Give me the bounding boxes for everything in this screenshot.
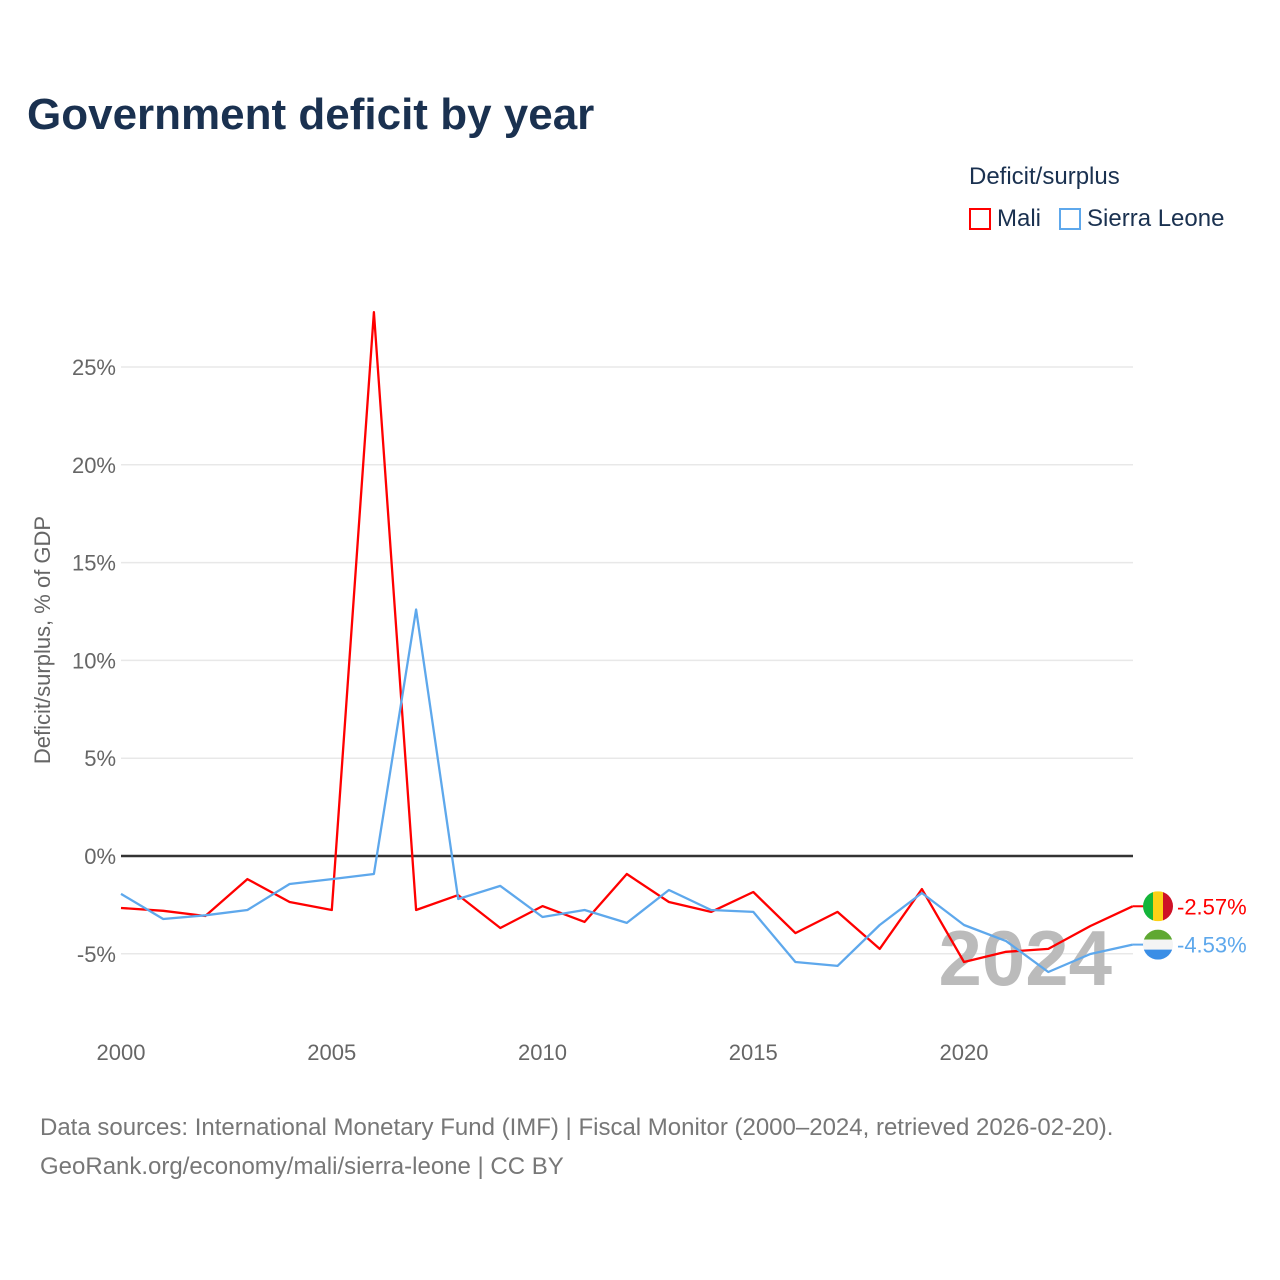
legend-title: Deficit/surplus — [969, 163, 1120, 190]
x-tick-label: 2005 — [307, 1040, 356, 1065]
mali-flag-icon — [1163, 891, 1173, 922]
series-line-mali — [120, 311, 1134, 964]
legend-item-mali[interactable]: Mali — [969, 205, 1041, 233]
legend-label: Mali — [997, 205, 1042, 232]
end-value-label: -4.53% — [1177, 933, 1247, 958]
legend-swatch-sierra-leone — [1059, 208, 1082, 230]
x-tick-label: 2015 — [729, 1040, 778, 1065]
x-tick-label: 2000 — [97, 1040, 146, 1065]
sierra-leone-flag-icon — [1143, 939, 1173, 950]
attribution: GeoRank.org/economy/mali/sierra-leone | … — [40, 1153, 564, 1180]
y-axis-label: Deficit/surplus, % of GDP — [30, 516, 55, 764]
x-tick-label: 2010 — [518, 1040, 567, 1065]
y-tick-label: 20% — [72, 453, 116, 478]
mali-flag-icon — [1143, 891, 1153, 922]
y-tick-label: -5% — [77, 942, 116, 967]
y-tick-label: 15% — [72, 551, 116, 576]
y-tick-label: 5% — [84, 746, 116, 771]
y-tick-label: 25% — [72, 355, 116, 380]
footer: Data sources: International Monetary Fun… — [40, 1108, 1113, 1186]
end-value-label: -2.57% — [1177, 894, 1247, 919]
legend-label: Sierra Leone — [1087, 205, 1225, 232]
mali-flag-icon — [1153, 891, 1163, 922]
sierra-leone-flag-icon — [1143, 949, 1173, 960]
chart-title: Government deficit by year — [27, 90, 595, 139]
legend: Mali Sierra Leone — [969, 205, 1224, 233]
x-tick-label: 2020 — [940, 1040, 989, 1065]
legend-item-sierra-leone[interactable]: Sierra Leone — [1059, 205, 1224, 233]
series-line-sierra-leone — [120, 608, 1133, 974]
legend-swatch-mali — [969, 208, 991, 230]
source-note: Data sources: International Monetary Fun… — [40, 1114, 1114, 1141]
sierra-leone-flag-icon — [1143, 929, 1173, 940]
y-tick-label: 0% — [84, 844, 116, 869]
y-tick-label: 10% — [72, 648, 116, 673]
